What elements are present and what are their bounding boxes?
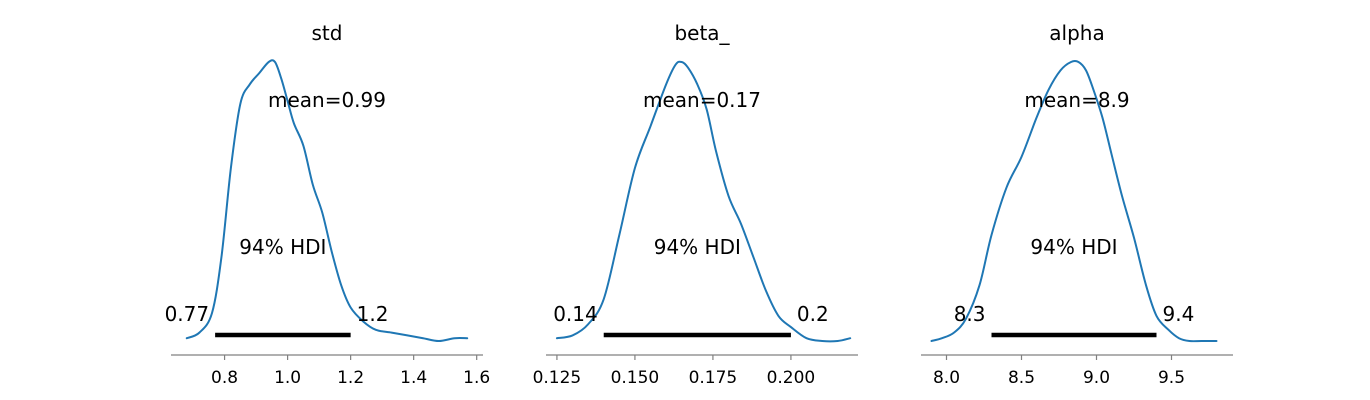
x-tick-label-std-4: 1.6 [463,368,490,388]
panel-beta: beta_ 0.125 0.150 0.175 0.200 mean=0.17 94% HD… [533,21,858,388]
hdi-label-beta: 94% HDI [654,235,741,259]
hdi-high-label-alpha: 9.4 [1163,302,1195,326]
panel-title-std: std [312,21,343,45]
panel-title-beta: beta_ [674,21,730,45]
hdi-low-label-std: 0.77 [165,302,210,326]
x-tick-label-alpha-3: 9.5 [1158,368,1185,388]
hdi-low-label-alpha: 8.3 [954,302,986,326]
hdi-label-std: 94% HDI [239,235,326,259]
x-tick-label-alpha-2: 9.0 [1083,368,1110,388]
mean-label-beta: mean=0.17 [643,88,761,112]
mean-label-std: mean=0.99 [268,88,386,112]
density-curve-alpha [930,59,1218,343]
x-tick-label-std-0: 0.8 [211,368,238,388]
x-tick-label-std-3: 1.4 [400,368,427,388]
x-tick-label-beta-0: 0.125 [533,368,582,388]
x-tick-label-beta-3: 0.200 [767,368,816,388]
density-curve-std [185,59,469,342]
hdi-label-alpha: 94% HDI [1030,235,1117,259]
hdi-low-label-beta: 0.14 [553,302,598,326]
density-curve-beta [555,60,852,343]
x-tick-label-std-1: 1.0 [274,368,301,388]
x-tick-label-beta-1: 0.150 [611,368,660,388]
panel-alpha: alpha 8.0 8.5 9.0 9.5 mean=8.9 94% HDI 8.3 9.4 [921,21,1233,388]
hdi-high-label-beta: 0.2 [797,302,829,326]
x-tick-label-alpha-0: 8.0 [933,368,960,388]
mean-label-alpha: mean=8.9 [1024,88,1129,112]
panel-std: std 0.8 1.0 1.2 1.4 1.6 mean=0.99 94% HDI 0.77 1.… [165,21,491,388]
panel-title-alpha: alpha [1049,21,1104,45]
hdi-high-label-std: 1.2 [357,302,389,326]
x-tick-label-beta-2: 0.175 [689,368,738,388]
x-tick-label-alpha-1: 8.5 [1008,368,1035,388]
x-tick-label-std-2: 1.2 [337,368,364,388]
